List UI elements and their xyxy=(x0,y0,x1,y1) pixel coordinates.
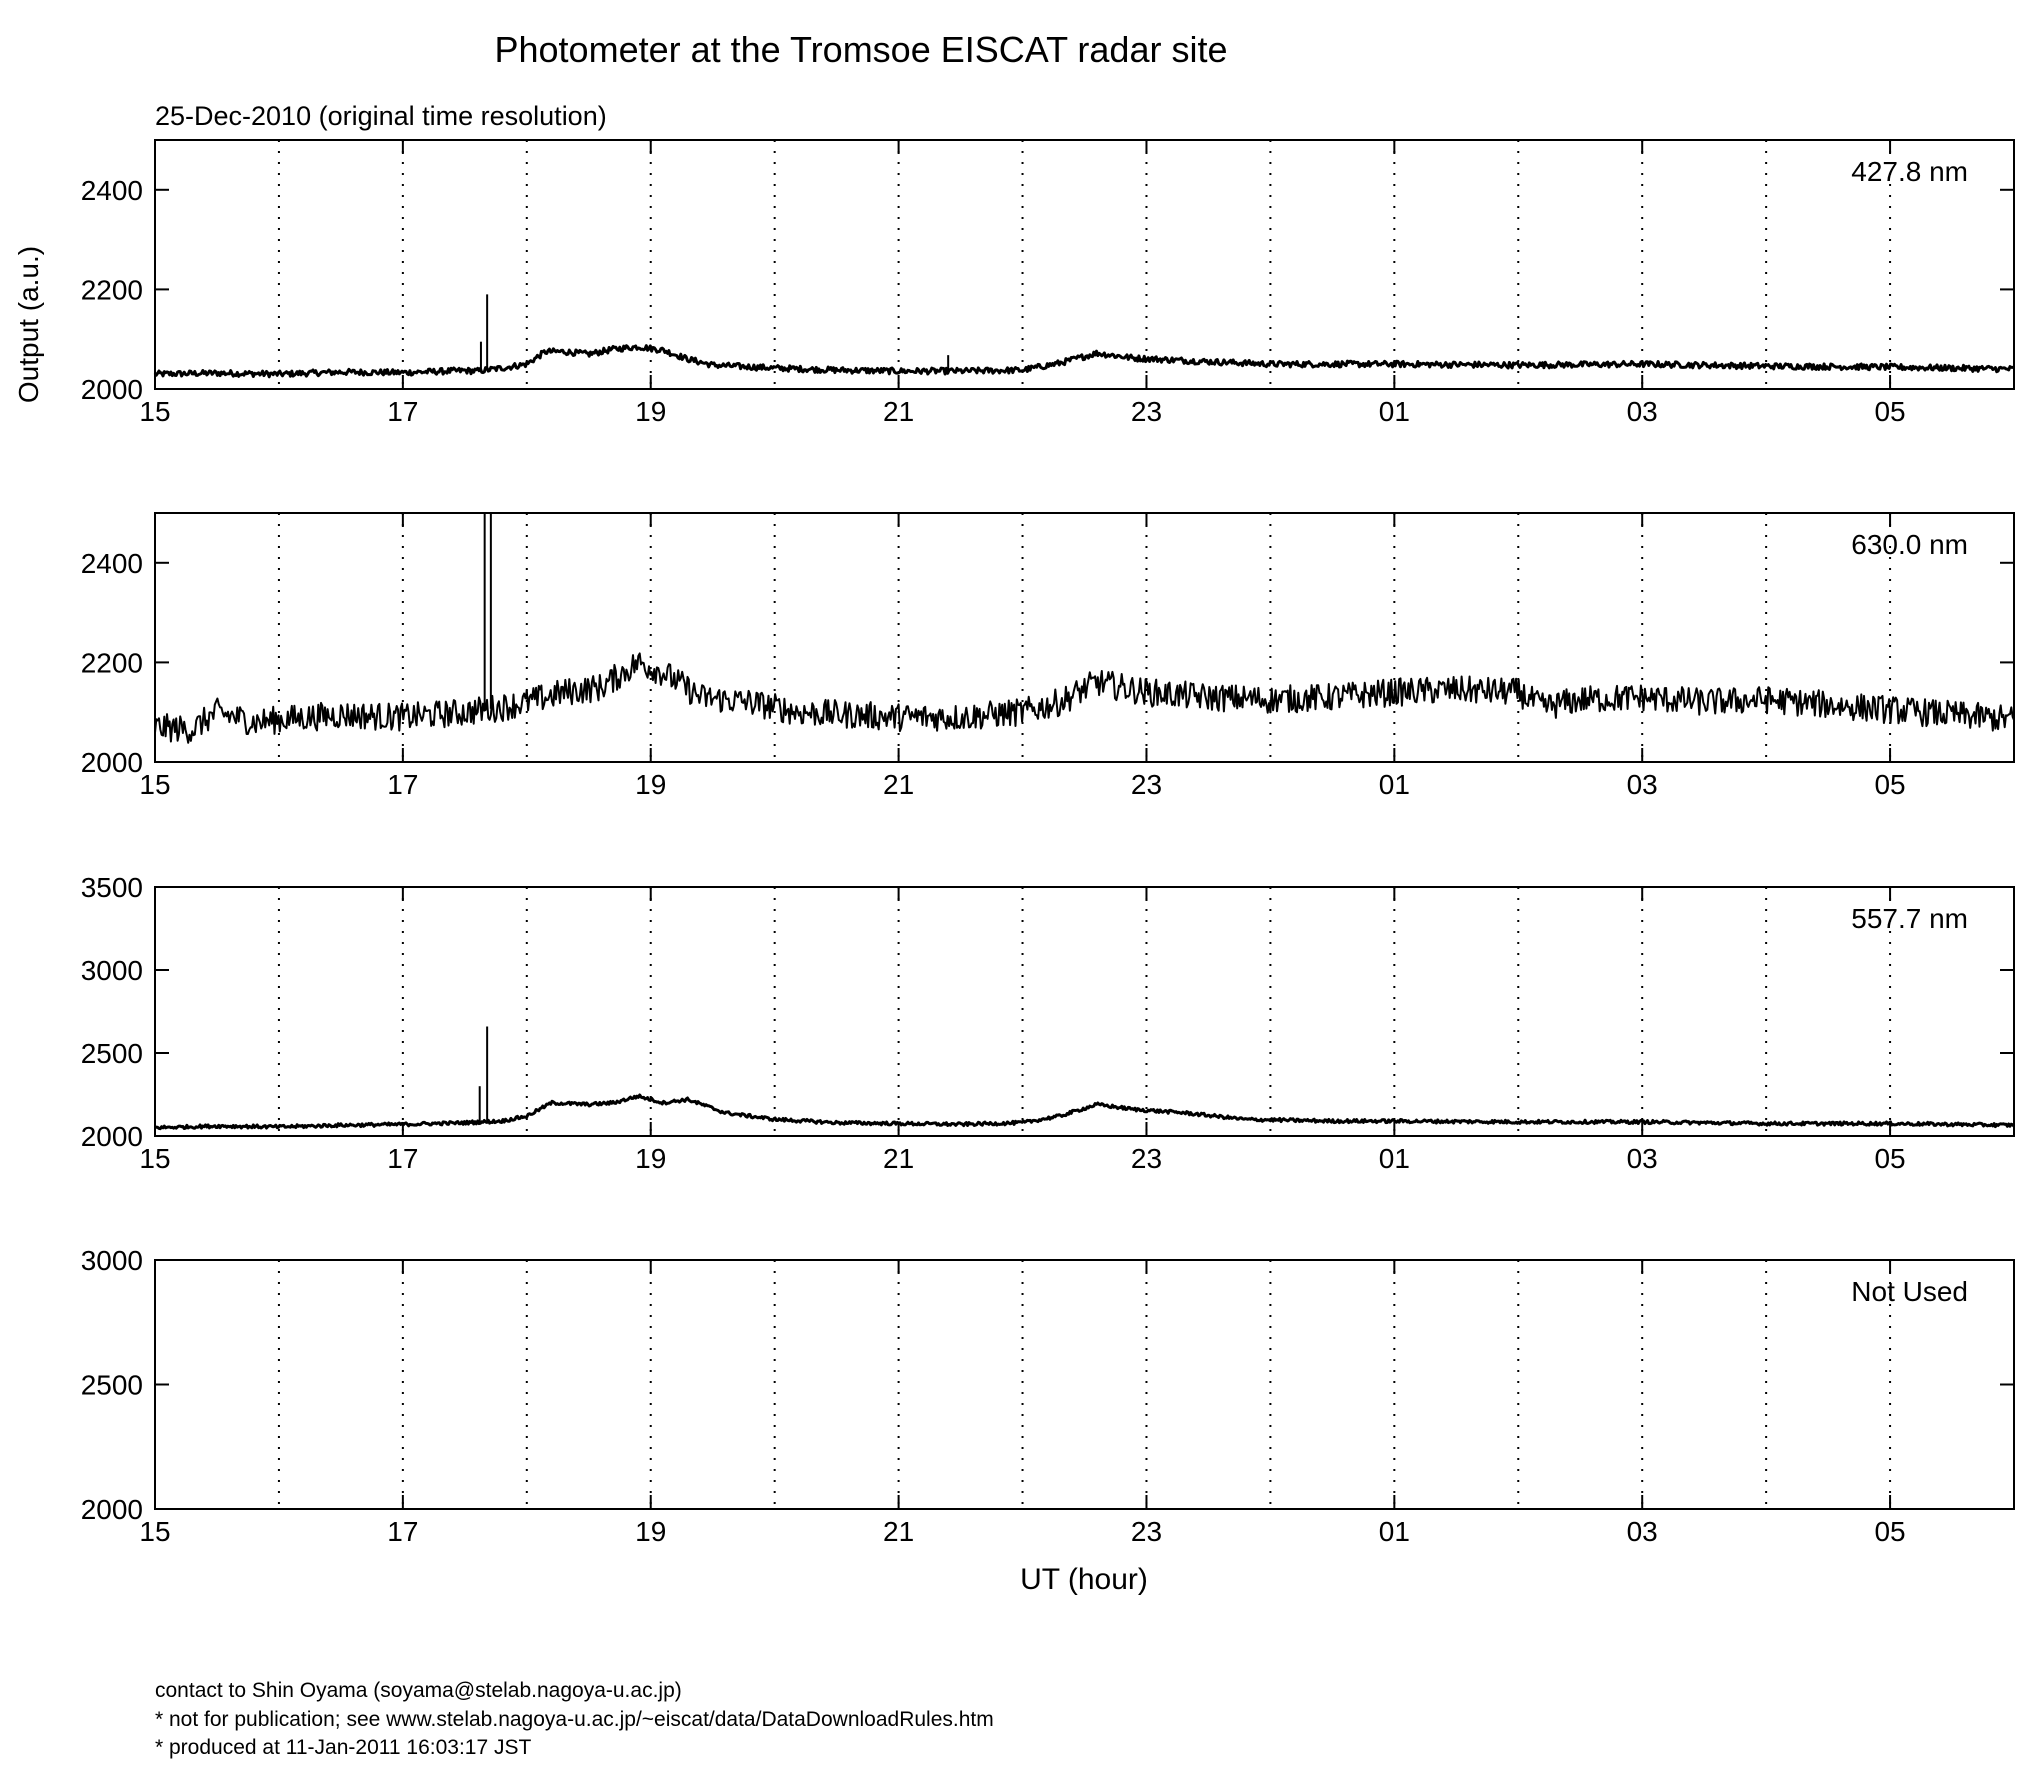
y-tick-label: 2400 xyxy=(81,175,143,206)
x-tick-label: 23 xyxy=(1131,1143,1162,1174)
footer-contact: contact to Shin Oyama (soyama@stelab.nag… xyxy=(155,1679,682,1702)
y-tick-label: 3000 xyxy=(81,1245,143,1276)
y-tick-label: 2200 xyxy=(81,647,143,678)
figure-title: Photometer at the Tromsoe EISCAT radar s… xyxy=(495,29,1228,70)
y-tick-label: 2500 xyxy=(81,1038,143,1069)
x-tick-label: 19 xyxy=(635,1143,666,1174)
plot-frame xyxy=(154,139,2015,390)
x-tick-label: 05 xyxy=(1874,769,1905,800)
x-tick-label: 21 xyxy=(883,396,914,427)
panel-label: 427.8 nm xyxy=(1851,156,1968,187)
x-tick-label: 23 xyxy=(1131,769,1162,800)
x-tick-label: 15 xyxy=(139,1143,170,1174)
y-tick-label: 2400 xyxy=(81,548,143,579)
y-tick-label: 2500 xyxy=(81,1370,143,1401)
figure-subtitle: 25-Dec-2010 (original time resolution) xyxy=(155,101,607,131)
panel-1: 15 17 19 21 23 01 03 05 2000 2200 2400 427.8 nm Outp… xyxy=(13,139,2015,427)
footer-notice: * not for publication; see www.stelab.na… xyxy=(155,1708,994,1731)
y-tick-label: 3000 xyxy=(81,955,143,986)
y-tick-label: 2000 xyxy=(81,374,143,405)
panel-label: 557.7 nm xyxy=(1851,903,1968,934)
x-tick-label: 23 xyxy=(1131,1516,1162,1547)
x-tick-label: 17 xyxy=(387,396,418,427)
x-tick-label: 03 xyxy=(1627,1143,1658,1174)
panels: 15 17 19 21 23 01 03 05 2000 2200 2400 427.8 nm Outp… xyxy=(13,139,2016,1596)
x-tick-label: 23 xyxy=(1131,396,1162,427)
x-tick-label: 19 xyxy=(635,396,666,427)
x-tick-label: 01 xyxy=(1379,1143,1410,1174)
x-tick-label: 21 xyxy=(883,769,914,800)
x-tick-label: 17 xyxy=(387,1516,418,1547)
x-tick-label: 21 xyxy=(883,1516,914,1547)
panel-4: 15 17 19 21 23 01 03 05 2000 2500 3000 Not Used UT (… xyxy=(81,1245,2015,1596)
x-tick-label: 15 xyxy=(139,769,170,800)
data-series-line xyxy=(153,344,2015,379)
plot-frame xyxy=(154,886,2015,1137)
panel-3: 15 17 19 21 23 01 03 05 2000 2500 3000 3500 557.7 nm xyxy=(81,872,2016,1174)
panel-label: 630.0 nm xyxy=(1851,529,1968,560)
x-tick-label: 03 xyxy=(1627,1516,1658,1547)
plot-frame xyxy=(154,512,2015,763)
x-tick-label: 15 xyxy=(139,396,170,427)
y-tick-label: 3500 xyxy=(81,872,143,903)
x-tick-label: 19 xyxy=(635,769,666,800)
x-tick-label: 21 xyxy=(883,1143,914,1174)
x-tick-label: 17 xyxy=(387,769,418,800)
x-tick-label: 15 xyxy=(139,1516,170,1547)
data-series-line xyxy=(154,1093,2016,1131)
x-tick-label: 05 xyxy=(1874,396,1905,427)
data-series-line xyxy=(154,652,2015,744)
y-axis-label: Output (a.u.) xyxy=(13,246,44,403)
x-tick-label: 05 xyxy=(1874,1143,1905,1174)
y-tick-label: 2200 xyxy=(81,274,143,305)
x-tick-label: 03 xyxy=(1627,769,1658,800)
x-tick-label: 01 xyxy=(1379,1516,1410,1547)
x-tick-label: 01 xyxy=(1379,396,1410,427)
panel-label: Not Used xyxy=(1851,1276,1968,1307)
x-tick-label: 01 xyxy=(1379,769,1410,800)
footer-produced: * produced at 11-Jan-2011 16:03:17 JST xyxy=(155,1736,532,1759)
x-tick-label: 05 xyxy=(1874,1516,1905,1547)
x-tick-label: 03 xyxy=(1627,396,1658,427)
y-tick-label: 2000 xyxy=(81,1494,143,1525)
y-tick-label: 2000 xyxy=(81,747,143,778)
panel-2: 15 17 19 21 23 01 03 05 2000 2200 2400 630.0 nm xyxy=(81,512,2015,800)
x-axis-label: UT (hour) xyxy=(1020,1563,1148,1596)
x-tick-label: 19 xyxy=(635,1516,666,1547)
x-tick-label: 17 xyxy=(387,1143,418,1174)
y-tick-label: 2000 xyxy=(81,1121,143,1152)
